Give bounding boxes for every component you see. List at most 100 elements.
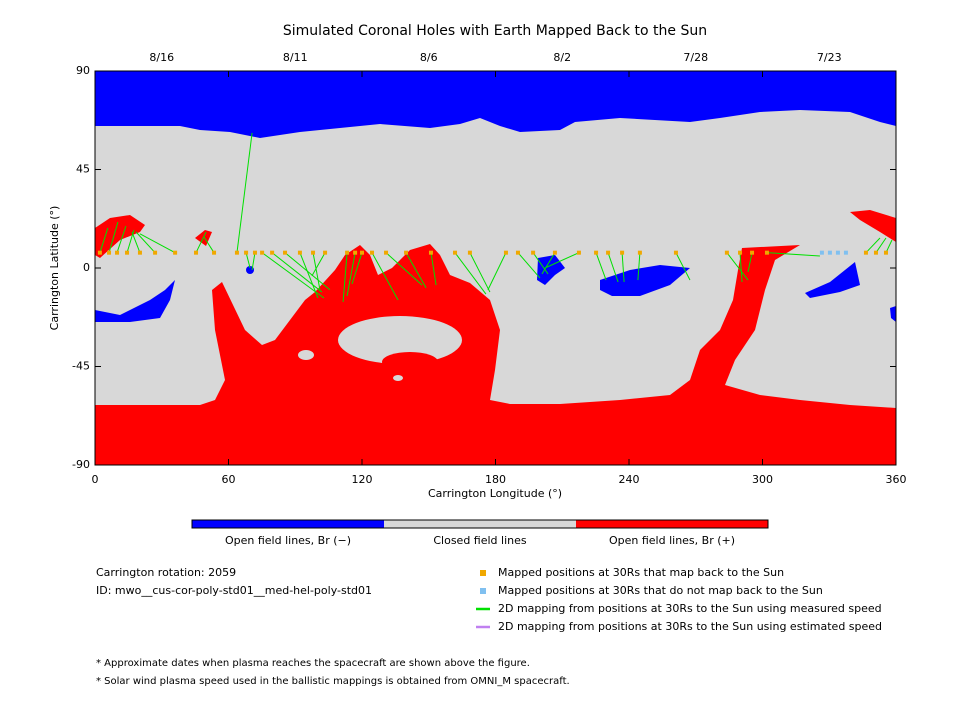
mapping-line (454, 252, 487, 295)
closed-island (393, 375, 403, 381)
mapping-line (487, 252, 507, 291)
colorbar-label: Closed field lines (433, 534, 527, 547)
mapped-point (515, 250, 520, 255)
mapping-line (116, 225, 127, 253)
colorbar-segment (192, 520, 384, 528)
y-tick-label: 0 (83, 261, 90, 274)
mapped-point (594, 250, 599, 255)
mapped-point (345, 250, 350, 255)
legend-marker (480, 588, 486, 594)
open-negative (890, 306, 896, 322)
mapped-point (370, 250, 375, 255)
x-tick-label: 360 (886, 473, 907, 486)
mapped-point (234, 250, 239, 255)
mapping-line (195, 231, 207, 253)
mapping-line (135, 231, 156, 254)
south-hole (95, 244, 896, 465)
open-negative (95, 280, 175, 322)
mapping-line (236, 132, 253, 253)
mapped-point (637, 250, 642, 255)
colorbar-segment (384, 520, 576, 528)
colorbar-segment (576, 520, 768, 528)
mapped-point (620, 250, 625, 255)
mapped-point (606, 250, 611, 255)
date-tick-label: 7/28 (683, 51, 708, 64)
mapped-point (311, 250, 316, 255)
mapping-line (131, 231, 141, 253)
mapped-point (353, 250, 358, 255)
mapping-line (875, 237, 887, 253)
mapped-point (531, 250, 536, 255)
mapping-line (544, 252, 580, 269)
colorbar-label: Open field lines, Br (+) (609, 534, 735, 547)
footnote: * Approximate dates when plasma reaches … (96, 658, 530, 669)
mapped-point (835, 250, 840, 255)
mapping-line (607, 252, 619, 283)
mapped-point (194, 250, 199, 255)
mapping-line (885, 239, 893, 253)
mapped-point (552, 250, 557, 255)
x-tick-label: 180 (485, 473, 506, 486)
open-negative (805, 262, 860, 298)
x-tick-label: 0 (92, 473, 99, 486)
mapping-line (865, 237, 881, 254)
mapped-point (360, 250, 364, 255)
mapped-point (323, 250, 328, 255)
mapping-line (251, 252, 256, 271)
mapped-point (107, 250, 112, 255)
mapped-point (738, 250, 743, 255)
mapped-point (270, 250, 275, 255)
legend-marker (480, 570, 486, 576)
mapped-point (750, 250, 755, 255)
mapped-point (863, 250, 868, 255)
mapping-line (261, 252, 325, 299)
mapped-point (764, 250, 769, 255)
mapping-line (621, 252, 625, 283)
footnote: * Solar wind plasma speed used in the ba… (96, 676, 570, 687)
mapped-point (260, 250, 265, 255)
x-tick-label: 120 (352, 473, 373, 486)
mapping-line (532, 252, 549, 275)
mapped-point (283, 250, 288, 255)
mapped-point (503, 250, 508, 255)
closed-island (338, 316, 462, 364)
mapping-line (99, 227, 109, 253)
mapping-line (346, 252, 356, 297)
mapping-line (245, 252, 251, 269)
mapping-line (766, 252, 820, 257)
mapped-point (883, 250, 888, 255)
mapping-line (405, 252, 427, 289)
mapped-point (297, 250, 302, 255)
mapping-line (351, 252, 363, 285)
x-tick-label: 300 (752, 473, 773, 486)
chart-title: Simulated Coronal Holes with Earth Mappe… (283, 23, 707, 39)
open-positive (95, 215, 145, 258)
mapping-line (747, 252, 753, 273)
mapping-line (385, 252, 423, 286)
mapped-point (115, 250, 120, 255)
mapped-point (97, 250, 102, 255)
mapping-line (108, 221, 119, 253)
date-tick-label: 8/11 (283, 51, 308, 64)
mapped-point (153, 250, 158, 255)
mapping-line (342, 252, 348, 302)
mapping-line (637, 252, 641, 281)
y-axis-label: Carrington Latitude (°) (48, 206, 61, 331)
mapped-point (244, 250, 249, 255)
mapped-point (125, 250, 130, 255)
open-negative (600, 265, 690, 296)
mapped-point (843, 250, 848, 255)
mapping-line (271, 252, 323, 293)
x-tick-label: 240 (619, 473, 640, 486)
y-tick-label: -45 (72, 360, 90, 373)
y-tick-label: 90 (76, 64, 90, 77)
colorbar-frame (191, 519, 769, 529)
date-tick-label: 8/6 (420, 51, 438, 64)
mapping-line (469, 252, 491, 293)
mapping-line (739, 252, 743, 283)
y-tick-label: 45 (76, 163, 90, 176)
info-text: Carrington rotation: 2059 (96, 566, 236, 579)
open-positive (850, 210, 896, 242)
mapping-line (203, 236, 215, 253)
